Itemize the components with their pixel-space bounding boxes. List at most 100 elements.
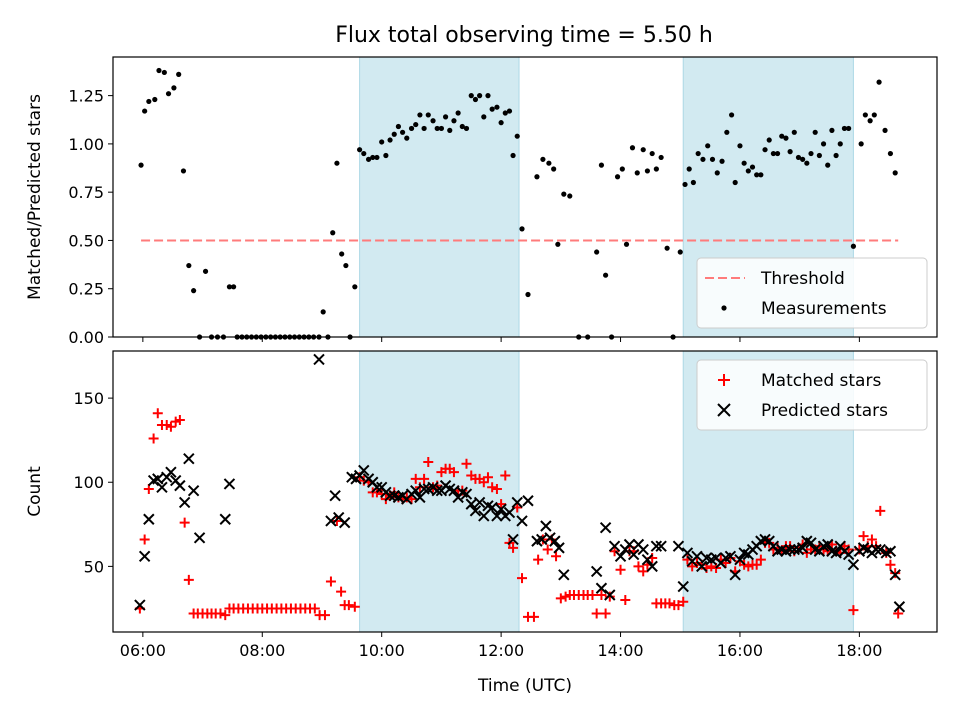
measurement-point [795, 154, 802, 161]
measurement-point [339, 251, 345, 257]
predicted-point [627, 548, 640, 561]
predicted-point [371, 481, 383, 494]
legend-predicted-swatch [717, 403, 731, 417]
measurement-point [370, 154, 376, 161]
measurement-point [649, 150, 655, 157]
measurement-point [808, 150, 814, 157]
measurement-point [510, 152, 516, 159]
measurement-point [525, 291, 531, 298]
measurement-point [463, 125, 470, 132]
measurement-point [438, 125, 445, 132]
matched-point [528, 611, 539, 622]
matched-point [349, 601, 360, 612]
matched-point [179, 517, 190, 528]
predicted-point [174, 479, 186, 492]
ratio-panel: 0.00 0.25 0.50 0.75 1.00 1.25 Matched/Predicte… [25, 56, 938, 347]
matched-point [725, 552, 736, 563]
measurement-point [357, 147, 363, 153]
matched-point [508, 542, 519, 553]
measurement-point [754, 172, 760, 178]
predicted-point [650, 540, 663, 552]
measurement-point [447, 127, 453, 133]
measurement-point [142, 108, 148, 114]
measurement-point [387, 137, 393, 143]
measurement-point [176, 71, 182, 77]
predicted-point [784, 543, 796, 556]
matched-point [620, 595, 631, 606]
predicted-point [329, 489, 341, 502]
predicted-point [796, 542, 809, 554]
predicted-point [183, 452, 195, 465]
matched-point [152, 408, 163, 419]
matched-point [542, 544, 553, 555]
predicted-point [681, 547, 694, 559]
measurement-point [343, 262, 349, 269]
predicted-point [672, 540, 685, 552]
y-tick-label: 1.00 [68, 135, 104, 154]
measurement-point [442, 114, 449, 120]
measurement-point [413, 121, 419, 128]
measurement-point [330, 230, 336, 236]
legend-label: Matched stars [761, 371, 881, 391]
matched-point [751, 559, 762, 570]
measurement-point [887, 150, 894, 157]
legend-box [696, 257, 928, 329]
predicted-point [448, 484, 460, 497]
predicted-point [870, 543, 882, 556]
matched-point [461, 458, 472, 469]
measurement-point [494, 104, 500, 110]
measurement-point [152, 96, 158, 103]
measurement-point [614, 174, 621, 180]
predicted-point [178, 496, 191, 509]
predicted-point [338, 516, 351, 529]
predicted-point [503, 506, 516, 519]
predicted-point [418, 483, 430, 495]
measurement-point [741, 160, 747, 166]
predicted-point [134, 599, 146, 611]
measurement-point [690, 179, 696, 186]
predicted-point [516, 515, 528, 527]
predicted-point [522, 495, 534, 507]
predicted-point [646, 560, 658, 573]
matched-point [678, 596, 689, 607]
x-tick-label: 06:00 [120, 641, 166, 660]
measurement-point [391, 131, 397, 137]
measurement-point [677, 249, 683, 255]
measurement-point [686, 166, 692, 172]
predicted-point [193, 532, 206, 544]
predicted-point [655, 540, 667, 552]
measurement-point [561, 191, 567, 197]
matched-point [491, 483, 502, 494]
measurement-point [619, 166, 625, 172]
matched-point [500, 470, 511, 481]
matched-point [148, 433, 159, 444]
measurement-point [850, 243, 857, 249]
matched-point [875, 505, 886, 516]
predicted-point [410, 484, 422, 497]
predicted-point [473, 496, 486, 509]
measurement-point [705, 143, 711, 149]
predicted-point [889, 569, 901, 581]
matched-point [551, 551, 562, 562]
measurement-point [820, 141, 827, 147]
predicted-point [460, 488, 473, 500]
predicted-point [599, 521, 612, 534]
measurement-point [791, 129, 797, 135]
legend-measurement-swatch [721, 305, 727, 311]
legend: Matched stars Predicted stars [696, 359, 928, 431]
matched-point [533, 554, 544, 565]
predicted-point [325, 515, 337, 527]
legend-label: Threshold [760, 269, 845, 289]
measurement-point [231, 284, 237, 290]
predicted-point [830, 547, 842, 559]
measurement-point [603, 272, 609, 278]
measurement-point [749, 164, 756, 170]
predicted-point [822, 538, 834, 551]
measurement-point [138, 162, 144, 168]
measurement-point [383, 152, 389, 159]
predicted-point [842, 548, 855, 561]
matched-point [600, 608, 611, 619]
predicted-point [495, 503, 507, 515]
measurement-point [365, 156, 372, 162]
measurement-point [417, 112, 423, 118]
